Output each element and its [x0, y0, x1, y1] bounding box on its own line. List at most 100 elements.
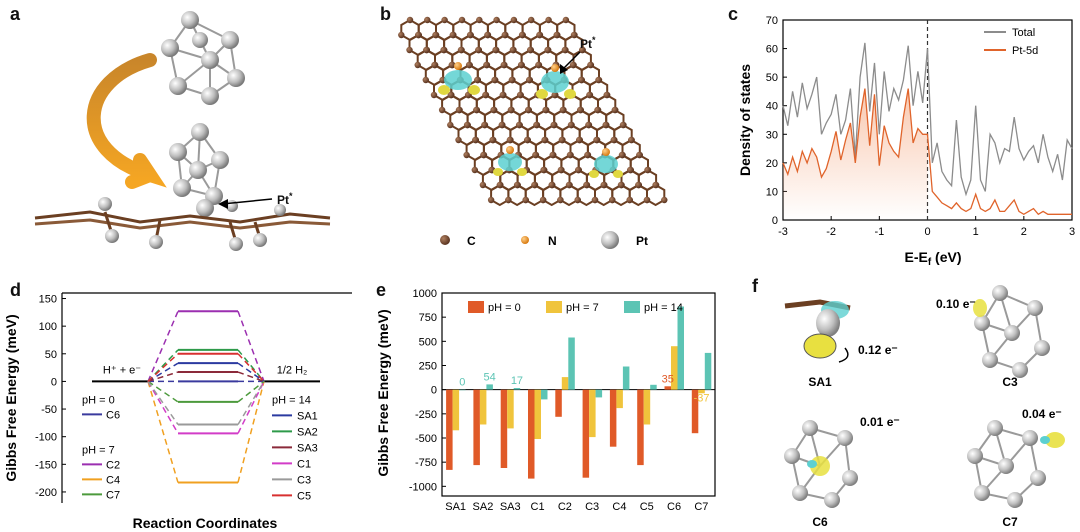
carbon-atom [498, 121, 505, 129]
carbon-atom [510, 16, 518, 24]
e-bar-c3 [589, 389, 596, 438]
carbon-atom [559, 106, 567, 114]
dos-ytick-label: 70 [766, 15, 778, 27]
carbon-atom [482, 91, 489, 99]
d-initial-label: H⁺ + e⁻ [103, 364, 141, 376]
e-ytick-label: -500 [415, 433, 437, 445]
d-legend-header: pH = 14 [272, 394, 311, 406]
dos-ytick-label: 20 [766, 158, 778, 170]
carbon-atom [542, 106, 549, 114]
carbon-atom [569, 61, 577, 69]
carbon-atom [528, 16, 535, 24]
carbon-atom [558, 136, 566, 144]
carbon-atom [541, 136, 548, 144]
carbon-atom [619, 121, 627, 129]
carbon-atom [483, 61, 490, 69]
carbon-atom [610, 136, 617, 144]
e-data-label: -37 [694, 393, 710, 405]
e-bar-c6 [664, 386, 671, 390]
dos-ytick-label: 10 [766, 186, 778, 198]
carbon-atom [458, 16, 466, 24]
carbon-atom [466, 31, 474, 39]
dos-xtick-label: 1 [973, 226, 979, 238]
carbon-atom [440, 46, 447, 54]
carbon-atom [476, 16, 483, 24]
d-connector-sa1 [147, 362, 179, 383]
panel-a-illustration: Pt* [34, 11, 331, 251]
carbon-atom [515, 121, 523, 129]
d-ytick-label: -100 [35, 432, 57, 444]
carbon-atom [424, 16, 431, 24]
carbon-atom [585, 121, 592, 129]
carbon-atom [480, 151, 487, 159]
carbon-atom [518, 31, 526, 39]
d-connector-c5 [237, 353, 265, 382]
e-legend-label: pH = 0 [488, 302, 521, 314]
e-bar-c3 [595, 389, 603, 398]
panel-b-illustration: Pt* C N Pt [398, 16, 668, 249]
n-atoms [454, 62, 610, 156]
d-legend-label: C7 [106, 489, 120, 501]
carbon-atom [643, 196, 651, 204]
carbon-atom [603, 91, 610, 99]
e-ytick-label: 1000 [413, 288, 437, 300]
panel-e-bar-chart: 1000 750 500 250 0 -250 -500 -750 -1000 SA1 SA2 SA3… [375, 288, 716, 513]
d-legend-label: SA3 [297, 442, 318, 454]
dos-xtick-label: -3 [778, 226, 788, 238]
e-legend-swatch [624, 301, 640, 313]
carbon-atom [447, 91, 454, 99]
carbon-atom [479, 181, 487, 189]
dos-series-total [782, 42, 1073, 197]
panel-label-d: d [10, 280, 21, 300]
d-legend-label: C2 [106, 459, 120, 471]
e-legend-label: pH = 7 [566, 302, 599, 314]
e-ytick-label: -250 [415, 409, 437, 421]
dos-ytick-label: 50 [766, 72, 778, 84]
carbon-atom [493, 16, 500, 24]
e-xtick-label: C7 [694, 501, 708, 513]
d-legend-label: SA1 [297, 410, 318, 422]
carbon-atom [398, 31, 405, 39]
panel-label-b: b [380, 4, 391, 24]
dos-xtick-label: 0 [924, 226, 930, 238]
panel-f-charge-transfer: 0.12 e⁻ SA1 0.10 e⁻ C3 0.01 e⁻ C6 [784, 285, 1065, 529]
carbon-atom [545, 16, 552, 24]
e-legend-swatch [546, 301, 562, 313]
carbon-atom [406, 16, 414, 24]
e-data-label: 35 [662, 373, 674, 385]
e-bar-c5 [650, 384, 657, 390]
carbon-atom [586, 91, 593, 99]
carbon-atom [474, 76, 481, 84]
carbon-atom [505, 196, 512, 204]
dos-legend-label: Pt-5d [1012, 45, 1038, 57]
d-connector-sa3 [147, 371, 179, 383]
c6-charge: 0.01 e⁻ [860, 415, 900, 429]
d-final-label: 1/2 H₂ [277, 364, 308, 376]
c3-label: C3 [1002, 375, 1018, 389]
e-bar-c7 [704, 352, 712, 390]
carbon-atom [513, 181, 521, 189]
e-bar-c4 [609, 389, 617, 447]
carbon-atom [636, 151, 643, 159]
d-connector-sa1 [237, 362, 265, 383]
d-legend-label: C3 [297, 474, 311, 486]
e-xtick-label: C4 [612, 501, 626, 513]
carbon-atom [415, 31, 422, 39]
carbon-atom [509, 46, 517, 54]
carbon-atom [611, 106, 618, 114]
dos-legend-label: Total [1012, 27, 1035, 39]
carbon-atom [471, 166, 478, 174]
carbon-atom [423, 46, 430, 54]
d-ytick-label: 0 [51, 376, 57, 388]
carbon-atom [501, 31, 508, 39]
carbon-atom [527, 46, 534, 54]
legend-c-marker [440, 235, 450, 245]
carbon-atom [587, 61, 594, 69]
legend-c-label: C [467, 234, 476, 248]
carbon-atom [627, 166, 634, 174]
dos-series-pt5d [782, 88, 1072, 216]
d-ytick-label: -150 [35, 459, 57, 471]
carbon-atom [473, 106, 480, 114]
dos-xtick-label: 2 [1021, 226, 1027, 238]
